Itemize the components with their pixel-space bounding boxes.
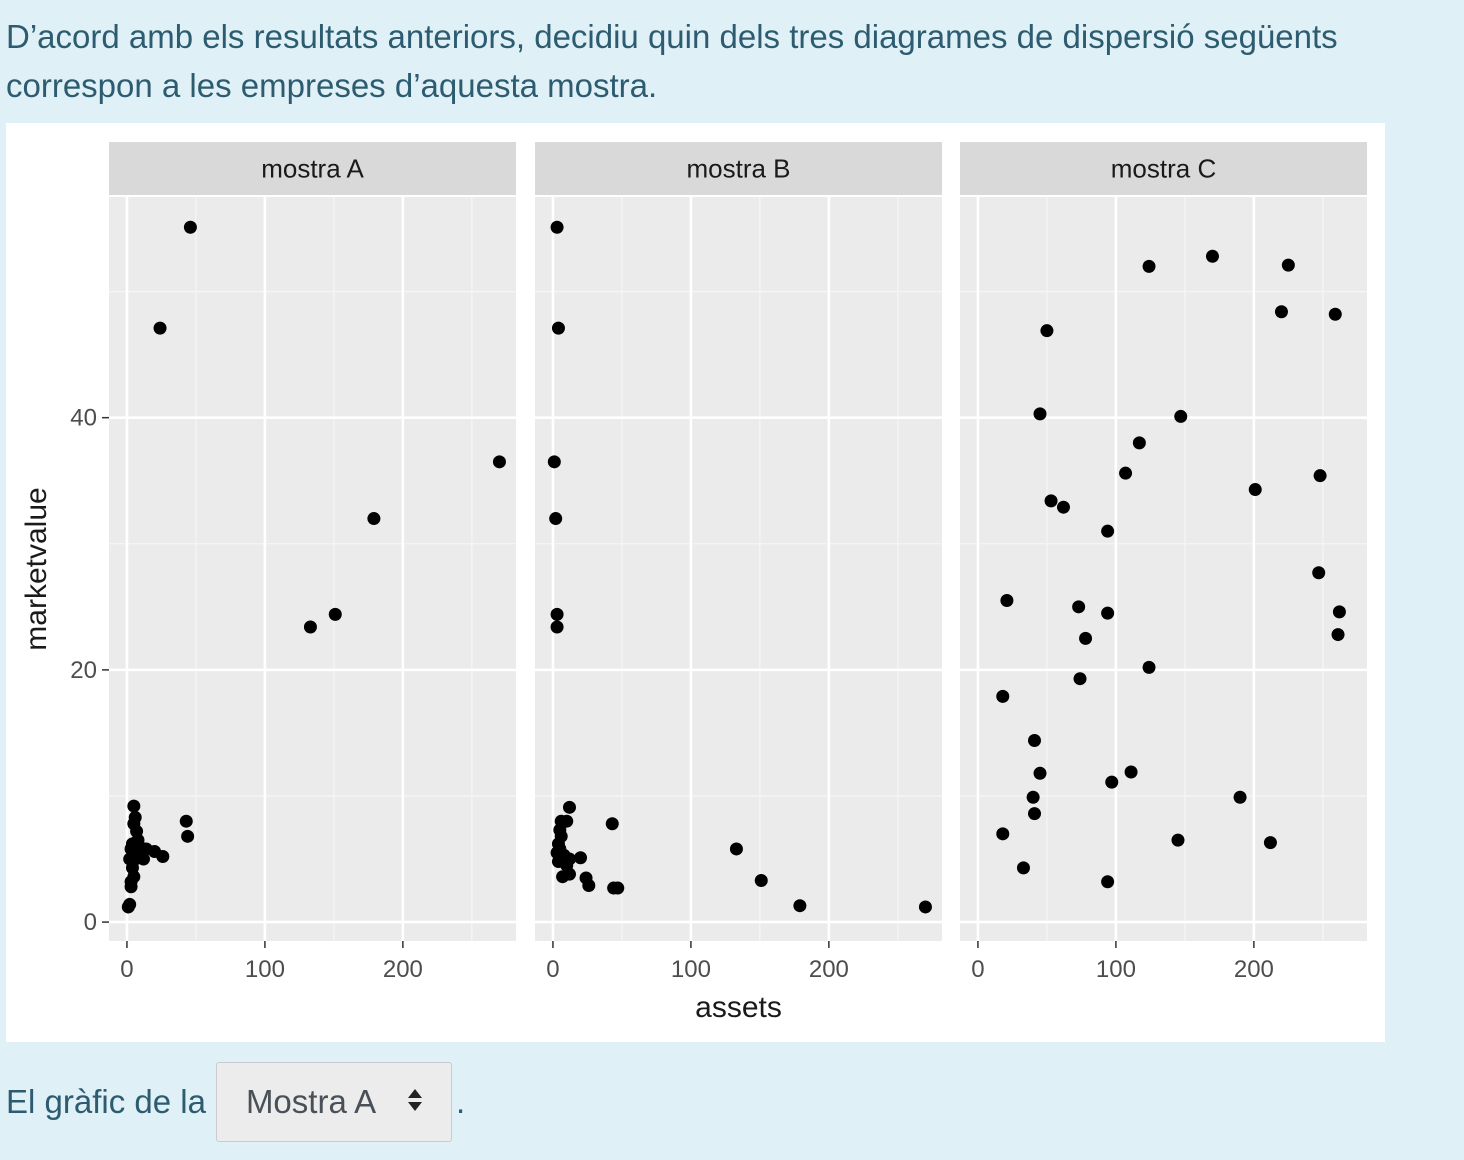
data-point [183,220,197,234]
data-point [547,455,561,469]
x-tick-label: 0 [546,956,559,983]
y-axis-title: marketvalue [20,487,53,650]
data-point [1132,436,1146,450]
data-point [1040,324,1054,338]
data-point [918,900,932,914]
data-point [611,881,625,895]
data-point [550,846,564,860]
facet-strip [960,142,1367,195]
data-point [605,817,619,831]
data-point [1033,766,1047,780]
y-tick-label: 40 [70,405,97,432]
data-point [1101,524,1115,538]
data-point [1028,807,1042,821]
data-point [128,852,142,866]
data-point [1263,836,1277,850]
data-point [996,689,1010,703]
data-point [179,814,193,828]
facet-strip-label: mostra B [686,154,790,184]
data-point [996,827,1010,841]
facet-strip-label: mostra A [261,154,364,184]
x-tick-label: 200 [383,956,423,983]
y-tick-label: 20 [70,657,97,684]
x-tick-label: 200 [809,956,849,983]
answer-prefix: El gràfic de la [6,1083,206,1120]
x-tick-label: 0 [971,956,984,983]
facet-strip [109,142,516,195]
data-point [1171,833,1185,847]
data-point [729,842,743,856]
data-point [1033,407,1047,421]
data-point [1312,566,1326,580]
data-point [1028,733,1042,747]
data-point [1332,605,1346,619]
data-point [153,321,167,335]
panel-background [535,197,942,941]
x-tick-label: 200 [1234,956,1274,983]
data-point [551,321,565,335]
data-point [549,512,563,526]
data-point [556,870,570,884]
data-point [367,512,381,526]
data-point [121,900,135,914]
data-point [1044,494,1058,508]
data-point [1205,249,1219,263]
data-point [127,799,141,813]
sample-select[interactable]: Mostra A [215,1062,452,1142]
data-point [1105,775,1119,789]
select-updown-icon [407,1088,423,1116]
data-point [1248,483,1262,497]
data-point [574,851,588,865]
data-point [1101,606,1115,620]
data-point [124,880,138,894]
data-point [562,800,576,814]
data-point [1313,469,1327,483]
data-point [1000,594,1014,608]
answer-suffix: . [455,1083,466,1120]
facet-strip-label: mostra C [1111,154,1216,184]
data-point [754,873,768,887]
data-point [303,620,317,634]
data-point [550,620,564,634]
data-point [1174,409,1188,423]
data-point [1233,790,1247,804]
data-point [492,455,506,469]
data-point [1073,672,1087,686]
x-tick-label: 100 [245,956,285,983]
x-tick-label: 100 [1096,956,1136,983]
data-point [328,607,342,621]
data-point [1331,628,1345,642]
answer-row: El gràfic de la Mostra A . [6,1062,465,1142]
data-point [1016,861,1030,875]
data-point [1101,875,1115,889]
sample-select-value: Mostra A [245,1083,377,1120]
data-point [1124,765,1138,779]
data-point [127,817,141,831]
data-point [1142,660,1156,674]
data-point [1119,466,1133,480]
data-point [793,899,807,913]
data-point [1072,600,1086,614]
x-tick-label: 100 [671,956,711,983]
data-point [1281,258,1295,272]
data-point [1026,790,1040,804]
x-axis-title: assets [695,991,782,1024]
data-point [582,879,596,893]
data-point [1079,631,1093,645]
data-point [1328,307,1342,321]
data-point [550,607,564,621]
question-text: D’acord amb els resultats anteriors, dec… [6,18,1338,104]
data-point [1142,259,1156,273]
data-point [1274,305,1288,319]
data-point [181,829,195,843]
panel-background [960,197,1367,941]
facet-strip [535,142,942,195]
data-point [550,220,564,234]
y-tick-label: 0 [84,909,97,936]
panel-background [109,197,516,941]
x-tick-label: 0 [120,956,133,983]
data-point [1056,500,1070,514]
